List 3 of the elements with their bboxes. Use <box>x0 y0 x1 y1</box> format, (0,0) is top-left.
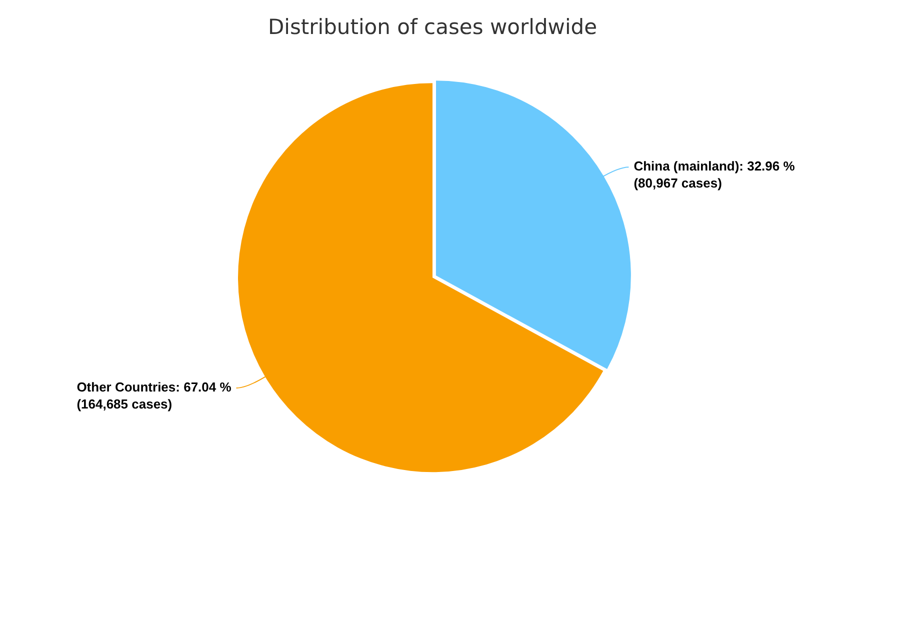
chart-title: Distribution of cases worldwide <box>268 15 598 40</box>
slice-label: China (mainland): 32.96 % (80,967 cases) <box>634 158 796 191</box>
slice-label: Other Countries: 67.04 % (164,685 cases) <box>76 380 232 412</box>
